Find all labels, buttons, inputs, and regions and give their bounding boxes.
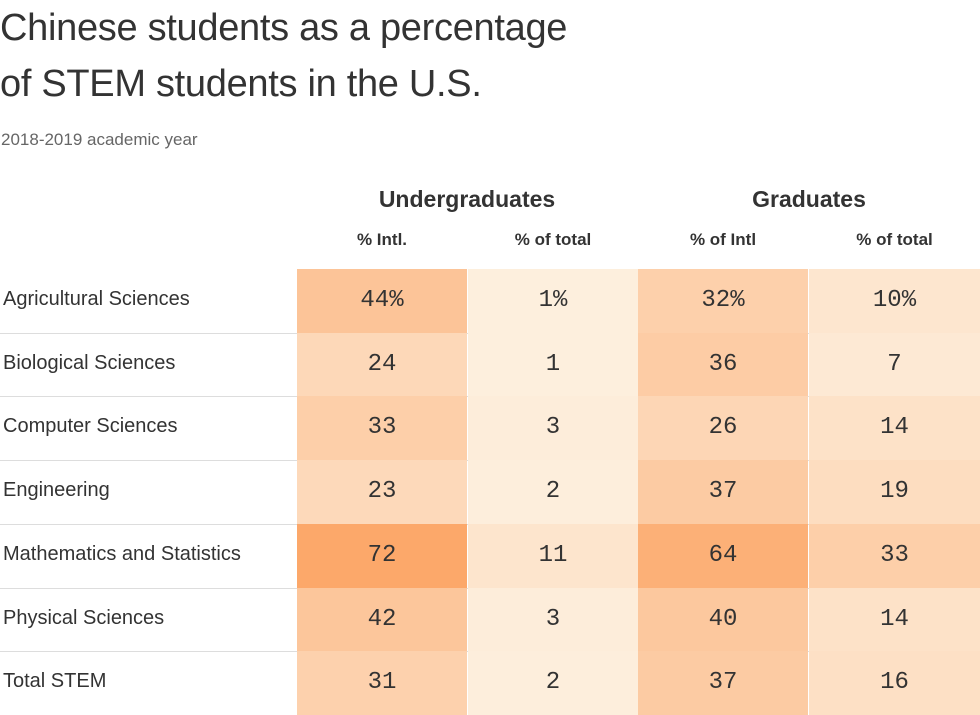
column-header-grad-pct-total: % of total xyxy=(856,230,933,249)
column-header-grad-pct-intl: % of Intl xyxy=(689,230,757,249)
heatmap-cell: 40 xyxy=(638,587,808,652)
heatmap-cell: 32% xyxy=(638,269,808,333)
title-line-1: Chinese students as a percentage xyxy=(0,7,568,49)
heatmap-cell: 37 xyxy=(638,460,808,525)
heatmap-cell: 72 xyxy=(297,523,467,588)
row-label-agricultural-sciences: Agricultural Sciences xyxy=(3,288,190,310)
chart-subtitle: 2018-2019 academic year xyxy=(1,130,198,149)
column-header-undergrad-pct-intl: % Intl. xyxy=(356,230,408,249)
heatmap-cell: 11 xyxy=(468,523,638,588)
heatmap-cell: 1 xyxy=(468,332,638,397)
row-label-engineering: Engineering xyxy=(3,479,110,502)
heatmap-cell: 23 xyxy=(297,460,467,525)
row-label-physical-sciences: Physical Sciences xyxy=(3,606,165,629)
group-header-graduates: Graduates xyxy=(752,186,866,212)
column-header-undergrad-pct-total: % of total xyxy=(514,230,592,249)
title-line-2: of STEM students in the U.S. xyxy=(0,63,482,105)
heatmap-cell: 64 xyxy=(638,523,808,588)
heatmap-cell: 14 xyxy=(809,396,980,461)
heatmap-cell: 31 xyxy=(297,651,467,715)
heatmap-cell: 24 xyxy=(297,332,467,397)
heatmap-cell: 1% xyxy=(468,269,638,333)
row-label-computer-sciences: Computer Sciences xyxy=(3,415,178,438)
heatmap-cell: 16 xyxy=(809,651,980,715)
heatmap-cell: 36 xyxy=(638,332,808,397)
heatmap-cell: 37 xyxy=(638,651,808,715)
heatmap-cell: 7 xyxy=(809,332,980,397)
heatmap-cell: 42 xyxy=(297,587,467,652)
heatmap-cell: 19 xyxy=(809,460,980,525)
heatmap-cell: 33 xyxy=(297,396,467,461)
heatmap-cell: 33 xyxy=(809,523,980,588)
chart-title: Chinese students as a percentage of STEM… xyxy=(0,0,980,112)
heatmap-cell: 10% xyxy=(809,269,980,333)
heatmap-cell: 2 xyxy=(468,460,638,525)
row-label-total-stem: Total STEM xyxy=(3,670,107,693)
heatmap-cell: 14 xyxy=(809,587,980,652)
row-label-biological-sciences: Biological Sciences xyxy=(3,351,176,374)
row-label-mathematics-and-statistics: Mathematics and Statistics xyxy=(3,542,241,565)
heatmap-cell: 2 xyxy=(468,651,638,715)
group-header-undergraduates: Undergraduates xyxy=(378,186,556,212)
heatmap-cell: 44% xyxy=(297,269,467,333)
heatmap-cell: 3 xyxy=(468,396,638,461)
heatmap-cell: 26 xyxy=(638,396,808,461)
heatmap-cell: 3 xyxy=(468,587,638,652)
